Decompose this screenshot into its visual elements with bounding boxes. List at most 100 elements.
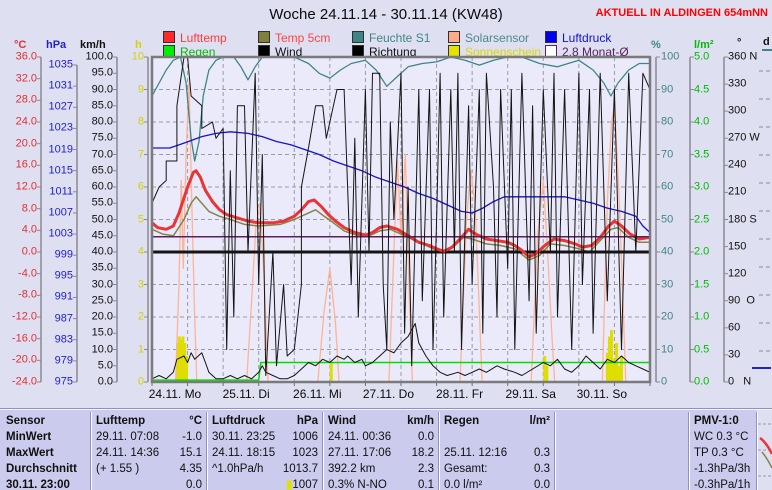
table-cell-text: Gesamt: — [444, 463, 488, 475]
series-wind — [152, 323, 650, 380]
table-cell-text: -0.3hPa/1h — [694, 479, 751, 490]
table-cell: 24.11. 00:36 0.0 — [328, 430, 434, 445]
x-axis-day-label: 30.11. So — [576, 387, 628, 401]
table-cell-value: 0.1 — [418, 479, 434, 490]
table-cell: 25.11. 12:16 0.3 — [444, 446, 550, 461]
axis-celsius-tick-label: 16.0 — [15, 158, 37, 171]
x-axis-day-label: 24.11. Mo — [148, 387, 202, 401]
axis-kmh-tick-label: 10.0 — [91, 343, 113, 355]
table-cell-value: 2.3 — [418, 463, 434, 475]
axis-celsius-tick-label: 0.0 — [21, 245, 37, 258]
axis-lm2-tick-label: 4.0 — [694, 115, 710, 128]
table-column-separator — [554, 412, 555, 490]
axis-kmh-tick-label: 100.0 — [85, 50, 113, 63]
page-title: Woche 24.11.14 - 30.11.14 (KW48) — [269, 6, 503, 23]
axis-celsius-tick-label: 20.0 — [15, 137, 37, 150]
hpa-unit-label: hPa — [46, 39, 67, 51]
axis-celsius-tick-label: -16.0 — [11, 332, 37, 345]
d-axis-link[interactable]: d — [762, 36, 772, 51]
table-row-label-text: MaxWert — [6, 447, 54, 459]
table-separator — [0, 408, 772, 410]
axis-hpa-tick-label: 1035 — [48, 58, 73, 71]
axis-hpa-tick-label: 975 — [54, 375, 73, 388]
axis-hpa-tick-label: 1011 — [49, 185, 73, 198]
table-cell-text: ^1.0hPa/h — [212, 463, 264, 475]
table-cell: TP 0.3 °C — [694, 446, 752, 461]
series-feuchte-s1 — [152, 57, 650, 162]
table-cell — [444, 430, 550, 445]
table-row-label-text: MinWert — [6, 431, 52, 443]
axis-percent-tick-label: 80 — [661, 115, 674, 128]
legend-item-label: Solarsensor — [465, 31, 530, 45]
axis-percent-tick-label: 20 — [661, 310, 674, 323]
table-cell-text: 24.11. 00:36 — [328, 431, 392, 443]
axis-degrees-tick-label: 60 — [728, 321, 741, 334]
table-header-lufttemp: Lufttemp °C — [96, 414, 202, 429]
axis-percent-tick-label: 40 — [661, 245, 674, 258]
axis-hpa-tick-label: 1003 — [48, 227, 73, 240]
table-row-label: Durchschnitt — [6, 462, 88, 477]
axis-degrees-tick-label: 300 — [728, 104, 747, 117]
axis-percent-tick-label: 100 — [661, 50, 680, 63]
table-header-wind: Wind km/h — [328, 414, 434, 429]
axis-percent-tick-label: 0 — [661, 375, 668, 388]
table-header-wind-text: Wind — [328, 415, 356, 427]
table-header-regen-value: l/m² — [529, 415, 550, 427]
table-row-label: Sensor — [6, 414, 88, 429]
table-cell: 29.11. 07:08 -1.0 — [96, 430, 202, 445]
axis-kmh-tick-label: 55.0 — [91, 196, 113, 209]
axis-hours-tick-label: 3 — [137, 278, 144, 290]
legend-swatch-icon — [352, 31, 364, 43]
legend-swatch-icon — [545, 31, 557, 43]
legend-item-2-8-monat-: 2.8 Monat-Ø — [545, 45, 629, 58]
table-cell-value: 0.3 — [534, 447, 550, 459]
table-cell: 24.11. 18:15 1023 — [212, 446, 318, 461]
table-cell: 392.2 km 2.3 — [328, 462, 434, 477]
axis-celsius-tick-label: 28.0 — [15, 93, 37, 106]
legend-item-label: Richtung — [369, 45, 417, 59]
axis-celsius-tick-label: -24.0 — [11, 375, 37, 388]
axis-hpa-tick-label: 1019 — [48, 143, 73, 156]
legend-swatch-icon — [258, 31, 270, 43]
table-header-luftdruck-value: hPa — [296, 415, 318, 427]
axis-kmh-tick-label: 20.0 — [91, 310, 113, 323]
series-lufttemp — [152, 169, 650, 259]
axis-hpa-tick-label: 1031 — [48, 79, 73, 92]
table-column-separator — [438, 412, 439, 490]
table-cell — [560, 462, 684, 477]
axis-lm2-tick-label: 5.0 — [694, 50, 710, 63]
table-cell: 0.0 l/m² 0.0 — [444, 478, 550, 490]
table-cell: WC 0.3 °C — [694, 430, 752, 445]
table-cell: ▮1007 — [212, 478, 318, 490]
table-row-label-text: 30.11. 23:00 — [6, 479, 70, 490]
table-cell-value: 15.1 — [179, 447, 202, 459]
axis-hpa-tick-label: 1027 — [48, 100, 73, 113]
table-cell-value: 0.0 — [418, 431, 434, 443]
axis-celsius-tick-label: -20.0 — [11, 353, 37, 366]
table-row-label-text: Durchschnitt — [6, 463, 77, 475]
axis-hours-tick-label: 1 — [137, 343, 144, 355]
axis-hpa-tick-label: 995 — [54, 269, 73, 282]
table-header-pmv-1-0: PMV-1:0 — [694, 414, 752, 429]
table-cell — [560, 430, 684, 445]
table-column-separator — [206, 412, 207, 490]
table-header-empty — [560, 414, 684, 429]
legend-item-feuchte-s1: Feuchte S1 — [352, 31, 430, 44]
axis-hours-tick-label: 0 — [137, 375, 144, 388]
table-cell — [560, 446, 684, 461]
table-column-separator — [322, 412, 323, 490]
axis-kmh-tick-label: 95.0 — [91, 66, 113, 79]
table-background — [0, 410, 756, 490]
table-row-label: MaxWert — [6, 446, 88, 461]
axis-hours-tick-label: 4 — [137, 245, 144, 258]
legend-item-luftdruck: Luftdruck — [545, 31, 611, 44]
table-cell: 0.0 — [96, 478, 202, 490]
table-header-luftdruck: Luftdruck hPa — [212, 414, 318, 429]
series-richtung — [152, 57, 650, 376]
axis-degrees-tick-label: 120 — [728, 267, 747, 280]
axis-lm2-tick-label: 1.5 — [694, 278, 710, 290]
mini-chart-fragment — [758, 423, 772, 477]
x-axis-day-label: 28.11. Fr — [435, 387, 484, 401]
table-header-wind-value: km/h — [407, 415, 434, 427]
